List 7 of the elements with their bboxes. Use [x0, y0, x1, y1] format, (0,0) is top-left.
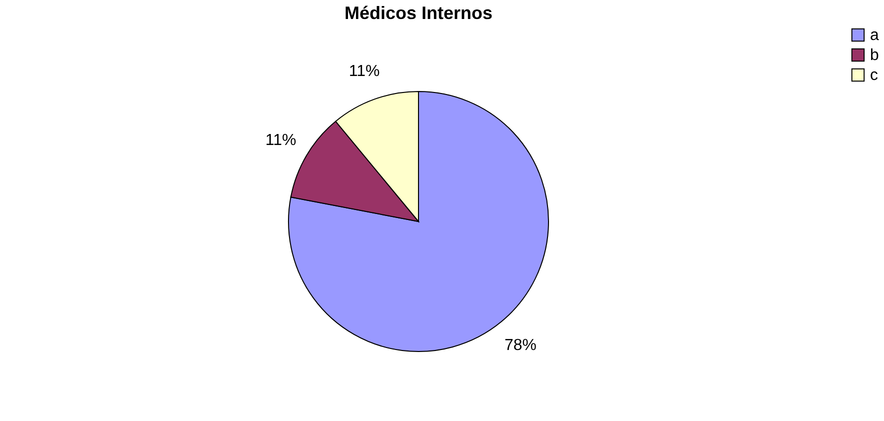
data-label: 78%	[504, 336, 537, 354]
legend-label: c	[870, 67, 878, 84]
chart-title: Médicos Internos	[344, 3, 493, 23]
data-label: 11%	[265, 132, 296, 150]
data-label: 11%	[348, 62, 380, 80]
legend-label: b	[870, 47, 879, 64]
legend-label: a	[870, 27, 879, 44]
